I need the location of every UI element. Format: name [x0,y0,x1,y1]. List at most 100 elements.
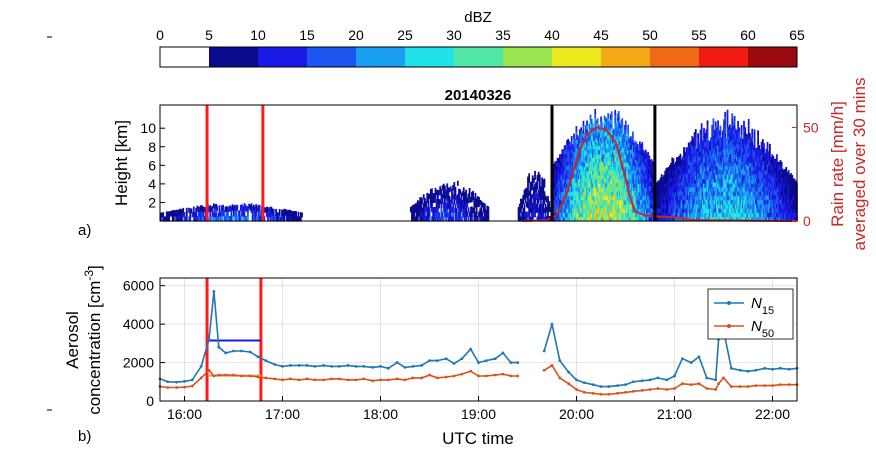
echo-cell [683,190,685,196]
series-point-n15 [435,359,439,363]
echo-cell [770,191,772,197]
echo-cell [426,211,429,217]
aerosol-x-ticks: 16:00 17:00 18:00 19:00 20:00 21:00 22:00 [167,396,790,422]
echo-cell [713,155,716,161]
echo-cell [768,169,771,175]
echo-cell [584,155,587,161]
echo-cell [649,207,652,213]
echo-cell [711,183,714,189]
echo-cell [442,188,445,194]
echo-cell [610,111,613,117]
echo-cell [563,191,566,197]
echo-cell [768,186,771,192]
echo-cell [679,212,682,218]
echo-cell [717,195,720,201]
echo-cell [607,160,610,166]
echo-cell [607,121,610,127]
colorbar-cell [552,47,602,67]
echo-cell [712,212,715,218]
echo-cell [599,170,601,176]
echo-cell [727,143,730,149]
echo-cell [705,168,708,174]
echo-cell [687,194,690,200]
echo-cell [588,132,591,138]
echo-cell [730,153,732,159]
echo-cell [587,216,590,222]
echo-cell [689,142,691,148]
echo-cell [706,162,709,168]
echo-cell [644,191,647,197]
echo-cell [614,195,617,201]
echo-cell [644,195,647,201]
echo-cell [732,173,735,179]
echo-cell [536,198,539,204]
echo-cell [602,170,605,176]
echo-cell [773,185,776,191]
echo-cell [563,199,566,205]
echo-cell [758,191,761,197]
echo-cell [681,186,684,192]
echo-cell [726,199,729,205]
echo-cell [600,154,602,159]
echo-cell [649,181,652,187]
echo-cell [424,207,426,213]
echo-cell [548,201,551,207]
echo-cell [754,165,757,170]
aerosol-y-label: Aerosol concentration [cm-3] [63,265,104,415]
echo-cell [706,208,709,214]
echo-cell [581,160,584,166]
echo-cell [609,118,612,124]
echo-cell [622,142,625,148]
echo-cell [639,204,641,210]
echo-cell [567,164,570,170]
echo-cell [747,212,750,218]
echo-cell [621,131,624,136]
echo-cell [663,200,665,205]
echo-cell [434,216,437,222]
echo-cell [590,157,593,163]
echo-cell [727,139,730,145]
echo-cell [603,183,606,188]
echo-cell [707,195,710,201]
echo-cell [728,145,731,151]
echo-cell [615,157,618,163]
echo-cell [542,183,545,190]
echo-cell [720,145,723,151]
echo-cell [736,138,738,144]
legend-label-n50: N50 [751,318,774,340]
echo-cell [601,177,604,183]
echo-cell [714,194,717,200]
echo-cell [673,199,676,205]
echo-cell [776,163,778,169]
echo-cell [710,179,712,184]
series-point-n50 [379,378,382,382]
echo-cell [567,173,570,179]
echo-cell [717,200,720,205]
echo-cell [603,191,606,197]
echo-cell [734,158,737,163]
echo-cell [771,189,774,195]
echo-cell [727,178,730,184]
echo-cell [160,212,162,218]
series-point-n15 [763,366,767,370]
echo-cell [730,145,732,150]
echo-cell [615,148,618,154]
echo-cell [679,204,682,209]
echo-cell [679,191,682,197]
echo-cell [622,134,625,140]
echo-cell [794,189,797,195]
echo-cell [727,186,730,192]
echo-cell [563,157,566,163]
echo-cell [637,191,640,197]
echo-cell [474,216,477,222]
echo-cell [646,182,648,188]
echo-cell [737,164,739,170]
echo-cell [591,135,594,141]
echo-cell [664,195,667,201]
echo-cell [613,195,615,201]
echo-cell [690,212,692,218]
echo-cell [776,172,778,178]
echo-cell [622,186,625,192]
echo-cell [537,171,540,177]
echo-cell [616,139,619,145]
